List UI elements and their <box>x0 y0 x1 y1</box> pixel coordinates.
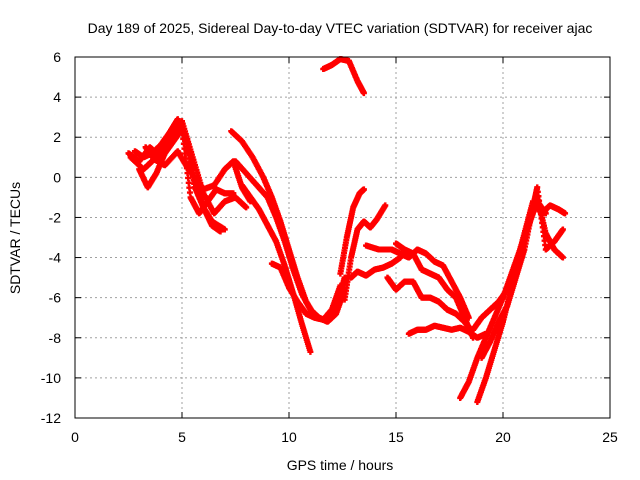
data-series <box>363 242 472 321</box>
data-point <box>562 210 569 217</box>
y-tick-label: -6 <box>49 290 62 306</box>
data-series <box>341 202 389 303</box>
plot-frame <box>74 56 611 419</box>
y-tick-label: 2 <box>53 129 61 145</box>
y-tick-label: 6 <box>53 49 61 65</box>
x-tick-label: 5 <box>178 429 186 445</box>
data-series <box>142 144 254 205</box>
x-tick-label: 10 <box>281 429 297 445</box>
data-series <box>228 128 348 323</box>
y-tick-label: -4 <box>49 250 62 266</box>
y-axis-label: SDTVAR / TECUs <box>7 182 23 294</box>
data-series <box>405 322 489 341</box>
data-point <box>360 90 367 97</box>
data-point <box>221 226 228 233</box>
data-point <box>382 202 389 209</box>
data-series <box>337 186 367 277</box>
data-point <box>337 282 344 289</box>
x-tick-label: 25 <box>602 429 618 445</box>
data-point <box>307 348 314 355</box>
data-series <box>232 158 348 325</box>
y-tick-label: -2 <box>49 209 62 225</box>
data-series <box>136 126 237 217</box>
data-point <box>243 204 250 211</box>
data-series <box>474 194 566 405</box>
x-tick-label: 20 <box>495 429 511 445</box>
data-series <box>478 184 566 361</box>
data-series <box>393 240 477 341</box>
data-point <box>559 254 566 261</box>
data-point <box>230 190 237 197</box>
data-points <box>125 56 569 405</box>
data-series <box>348 254 404 281</box>
x-axis-label: GPS time / hours <box>287 457 394 473</box>
chart-title: Day 189 of 2025, Sidereal Day-to-day VTE… <box>88 20 593 36</box>
x-tick-label: 15 <box>388 429 404 445</box>
y-tick-label: -8 <box>49 330 62 346</box>
x-tick-label: 0 <box>71 429 79 445</box>
data-series <box>238 182 314 355</box>
data-point <box>360 186 367 193</box>
data-point <box>559 226 566 233</box>
data-series <box>320 56 367 97</box>
y-tick-label: -10 <box>41 370 61 386</box>
y-tick-label: -12 <box>41 410 61 426</box>
data-series <box>268 260 344 323</box>
data-point <box>217 228 224 235</box>
y-tick-label: 0 <box>53 169 61 185</box>
y-tick-label: 4 <box>53 89 61 105</box>
